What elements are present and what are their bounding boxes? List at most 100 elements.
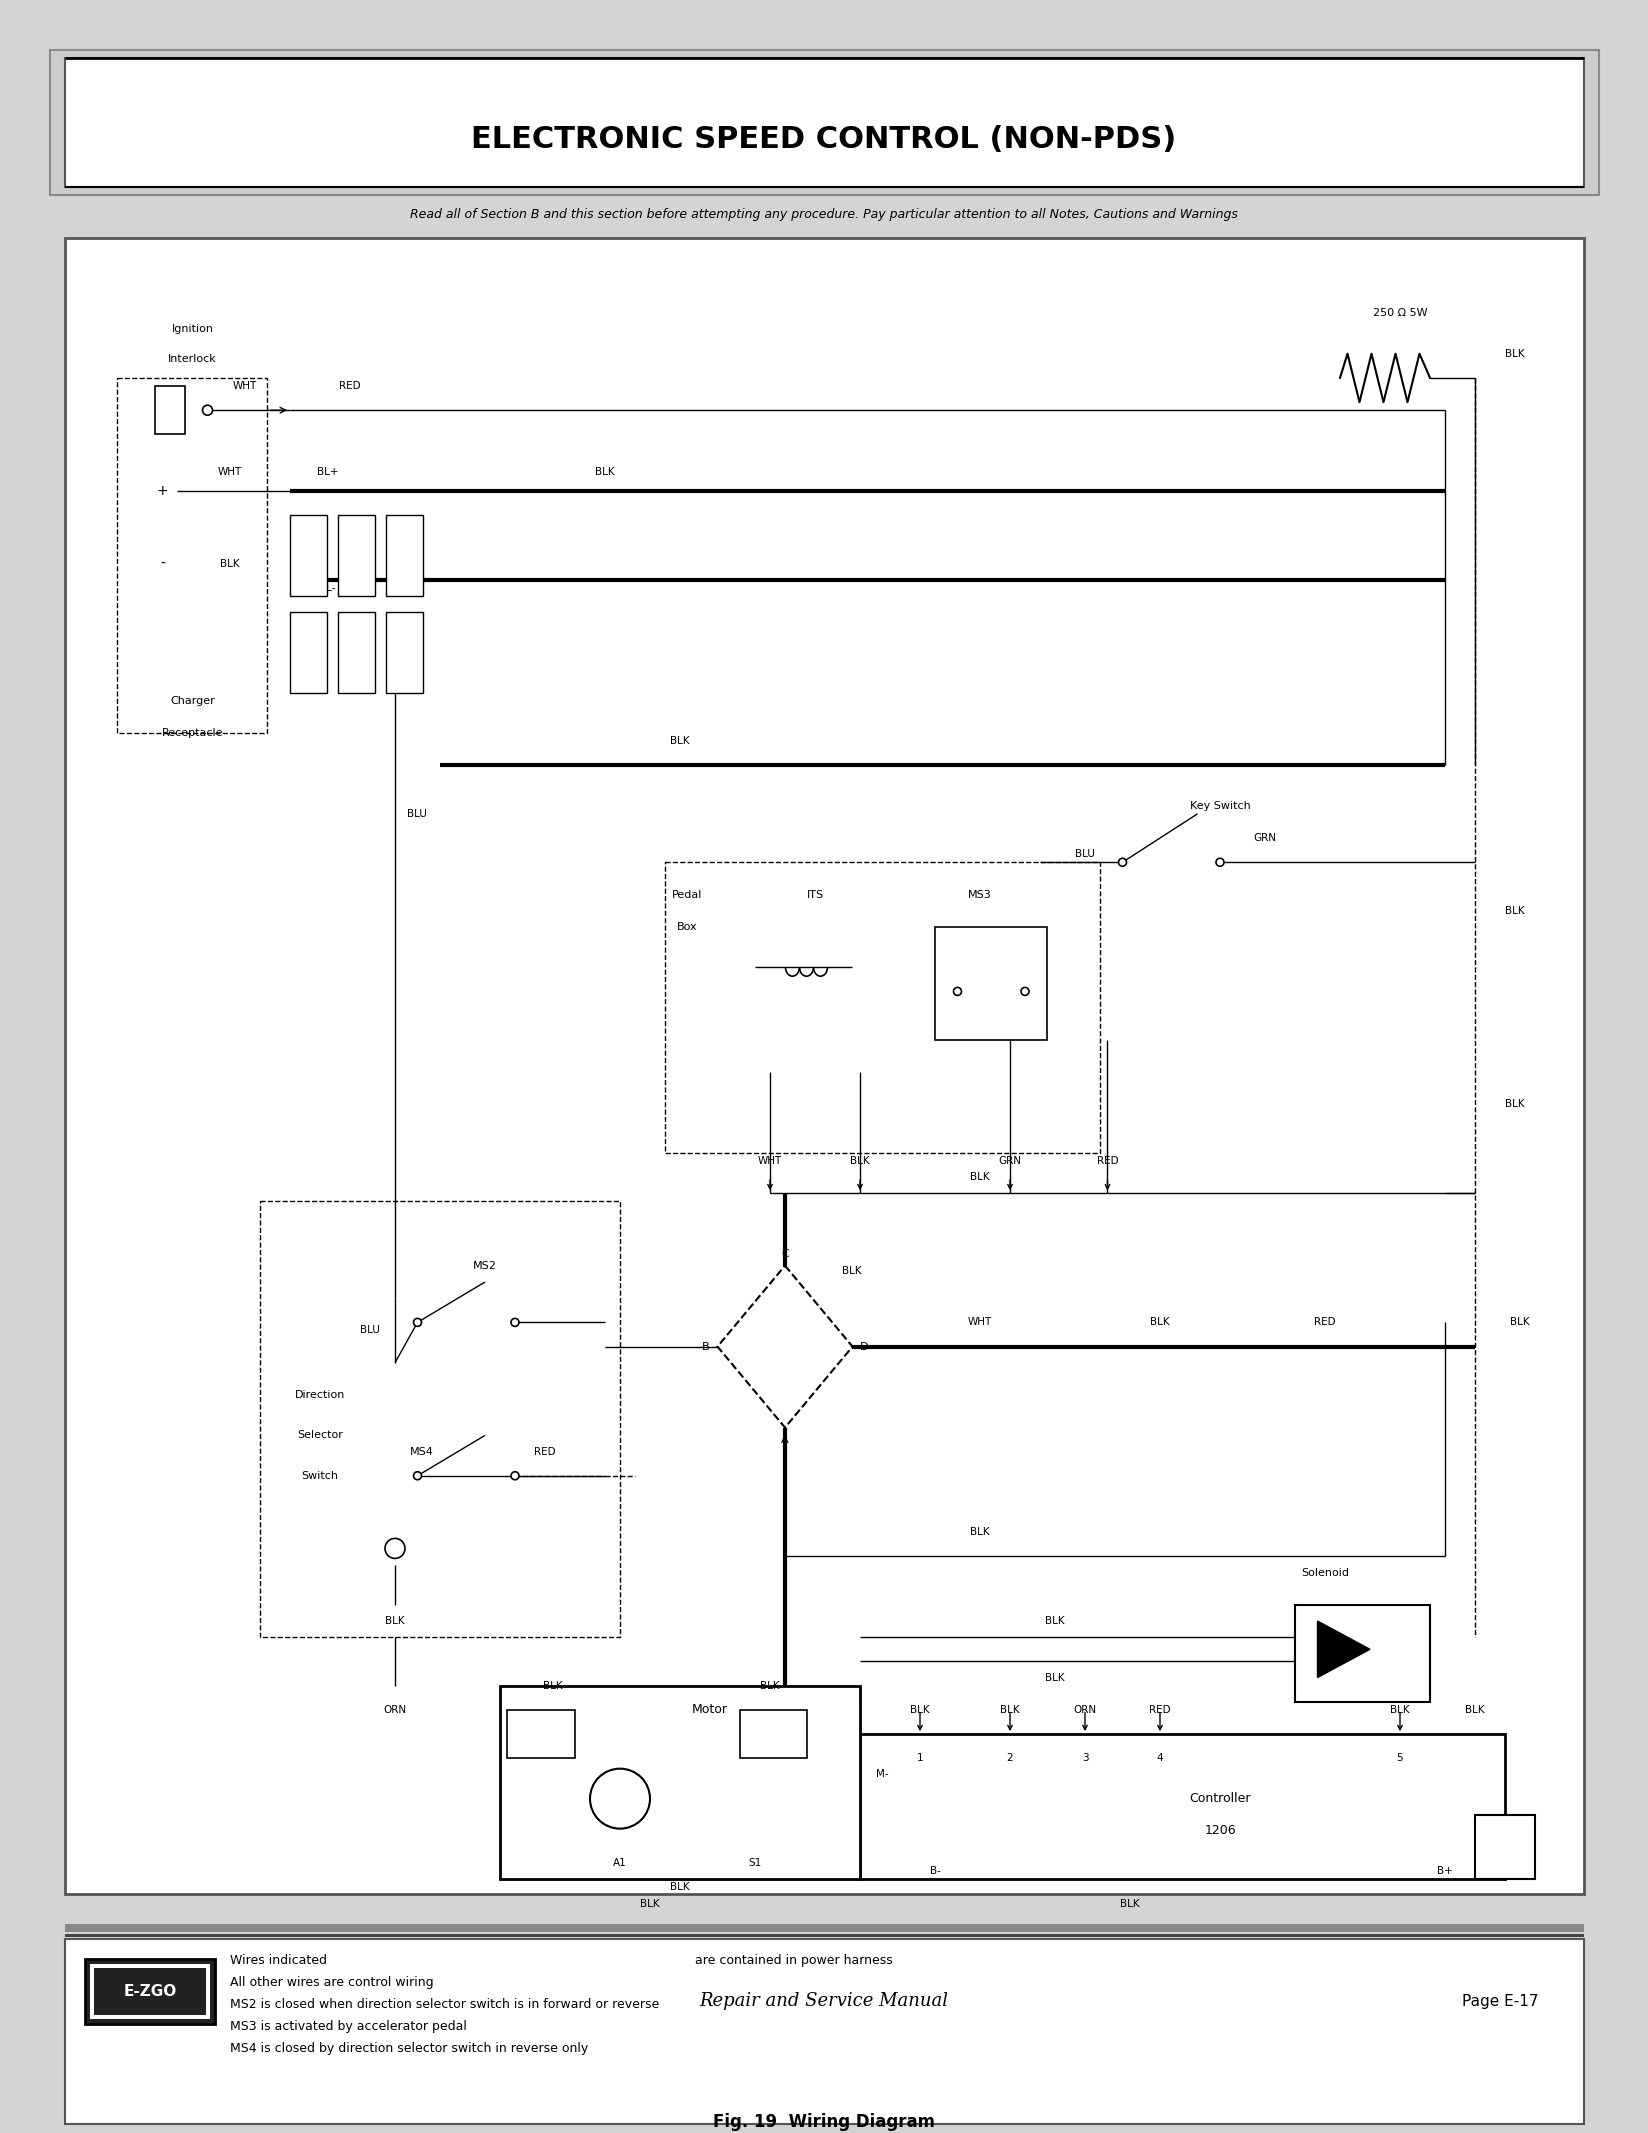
Text: 1206: 1206 bbox=[1203, 1824, 1234, 1837]
Text: MS4 is closed by direction selector switch in reverse only: MS4 is closed by direction selector swit… bbox=[229, 2041, 588, 2054]
Circle shape bbox=[414, 1318, 422, 1327]
Text: Charger: Charger bbox=[170, 695, 214, 706]
Text: BLK: BLK bbox=[842, 1265, 862, 1276]
Text: WHT: WHT bbox=[232, 382, 257, 390]
Text: +: + bbox=[392, 546, 400, 557]
Text: A2: A2 bbox=[534, 1730, 547, 1738]
Text: BLK: BLK bbox=[1510, 1318, 1529, 1327]
Text: +: + bbox=[157, 484, 168, 497]
Text: A: A bbox=[781, 1436, 788, 1444]
Text: ELECTRONIC SPEED CONTROL (NON-PDS): ELECTRONIC SPEED CONTROL (NON-PDS) bbox=[471, 126, 1177, 154]
Text: ITS: ITS bbox=[806, 889, 822, 900]
Bar bbox=[64, 1935, 1584, 1937]
Text: +: + bbox=[344, 546, 353, 557]
Polygon shape bbox=[717, 1265, 852, 1427]
Bar bbox=[290, 612, 328, 693]
Circle shape bbox=[384, 1538, 405, 1559]
Text: are contained in power harness: are contained in power harness bbox=[694, 1954, 892, 1967]
Bar bbox=[49, 49, 1599, 194]
Text: BLU: BLU bbox=[359, 1325, 379, 1335]
Text: BLK: BLK bbox=[1465, 1704, 1483, 1715]
Text: GRN: GRN bbox=[999, 1156, 1020, 1167]
Bar bbox=[499, 1685, 860, 1879]
Bar bbox=[91, 1964, 209, 2020]
Text: 1: 1 bbox=[916, 1753, 923, 1764]
Text: Page E-17: Page E-17 bbox=[1460, 1994, 1538, 2009]
Text: MS2: MS2 bbox=[473, 1261, 496, 1271]
Bar bbox=[508, 1711, 575, 1758]
Bar bbox=[1473, 1815, 1534, 1879]
Text: ORN: ORN bbox=[1073, 1704, 1096, 1715]
Text: WHT: WHT bbox=[758, 1156, 781, 1167]
Text: BLK: BLK bbox=[1505, 907, 1524, 915]
Text: A2: A2 bbox=[1498, 1843, 1511, 1851]
Text: BLK: BLK bbox=[1000, 1704, 1018, 1715]
Text: BL-: BL- bbox=[320, 582, 336, 593]
Text: BL+: BL+ bbox=[316, 467, 338, 476]
Circle shape bbox=[1215, 857, 1223, 866]
Text: Controller: Controller bbox=[1188, 1792, 1249, 1805]
Text: BLU: BLU bbox=[407, 808, 427, 819]
Text: WHT: WHT bbox=[218, 467, 242, 476]
Text: B: B bbox=[702, 1342, 709, 1352]
Text: RED: RED bbox=[534, 1446, 555, 1457]
Text: BLK: BLK bbox=[386, 1617, 404, 1625]
Text: +: + bbox=[344, 644, 353, 653]
Bar bbox=[64, 239, 1584, 1894]
Circle shape bbox=[203, 405, 213, 416]
Text: Switch: Switch bbox=[302, 1472, 338, 1480]
Text: 250 Ω 5W: 250 Ω 5W bbox=[1371, 309, 1427, 318]
Circle shape bbox=[1020, 988, 1028, 996]
Text: +: + bbox=[392, 644, 400, 653]
Text: BLK: BLK bbox=[669, 1883, 689, 1892]
Text: -: - bbox=[313, 548, 318, 561]
Text: RED: RED bbox=[386, 1544, 404, 1553]
Text: A1: A1 bbox=[613, 1858, 626, 1869]
Text: BLK: BLK bbox=[969, 1171, 989, 1182]
Text: Receptacle: Receptacle bbox=[162, 727, 222, 738]
Text: BLK: BLK bbox=[669, 736, 689, 747]
Circle shape bbox=[953, 988, 961, 996]
Text: +: + bbox=[297, 644, 305, 653]
Text: WHT: WHT bbox=[967, 1318, 992, 1327]
Text: Selector: Selector bbox=[297, 1431, 343, 1440]
Text: Read all of Section B and this section before attempting any procedure. Pay part: Read all of Section B and this section b… bbox=[410, 209, 1238, 222]
Text: Motor: Motor bbox=[692, 1704, 727, 1717]
Text: -: - bbox=[160, 557, 165, 572]
Text: BLK: BLK bbox=[910, 1704, 929, 1715]
Text: Key Switch: Key Switch bbox=[1188, 800, 1249, 811]
Text: RED: RED bbox=[1313, 1318, 1335, 1327]
Text: BLK: BLK bbox=[1119, 1898, 1139, 1909]
Text: 3: 3 bbox=[1081, 1753, 1088, 1764]
Text: RED: RED bbox=[160, 405, 181, 416]
Text: MS4: MS4 bbox=[410, 1446, 433, 1457]
Text: 4: 4 bbox=[1155, 1753, 1162, 1764]
Text: Repair and Service Manual: Repair and Service Manual bbox=[699, 1992, 948, 2009]
Text: MS2 is closed when direction selector switch is in forward or reverse: MS2 is closed when direction selector sw… bbox=[229, 1999, 659, 2011]
Text: ORN: ORN bbox=[384, 1704, 407, 1715]
Text: B-: B- bbox=[929, 1866, 939, 1877]
Text: Box: Box bbox=[677, 921, 697, 932]
Bar bbox=[260, 1201, 620, 1638]
Bar bbox=[740, 1711, 808, 1758]
Text: BLK: BLK bbox=[850, 1156, 868, 1167]
Text: RED: RED bbox=[1096, 1156, 1117, 1167]
Bar bbox=[664, 862, 1099, 1152]
Bar bbox=[290, 516, 328, 595]
Text: S1: S1 bbox=[748, 1858, 761, 1869]
Text: -: - bbox=[410, 548, 414, 561]
Bar bbox=[117, 378, 267, 734]
Text: Interlock: Interlock bbox=[168, 354, 218, 363]
Text: 2: 2 bbox=[1005, 1753, 1014, 1764]
Text: GRN: GRN bbox=[1252, 834, 1276, 843]
Text: BLK: BLK bbox=[1045, 1617, 1065, 1625]
Text: BLU: BLU bbox=[1074, 849, 1094, 860]
Circle shape bbox=[1117, 857, 1126, 866]
Bar bbox=[934, 928, 1046, 1041]
Bar bbox=[86, 1960, 214, 2024]
Bar bbox=[94, 1969, 206, 2016]
Text: S2: S2 bbox=[766, 1730, 780, 1738]
Text: -: - bbox=[313, 646, 318, 659]
Text: BLK: BLK bbox=[1505, 348, 1524, 358]
Text: Wires indicated: Wires indicated bbox=[229, 1954, 326, 1967]
